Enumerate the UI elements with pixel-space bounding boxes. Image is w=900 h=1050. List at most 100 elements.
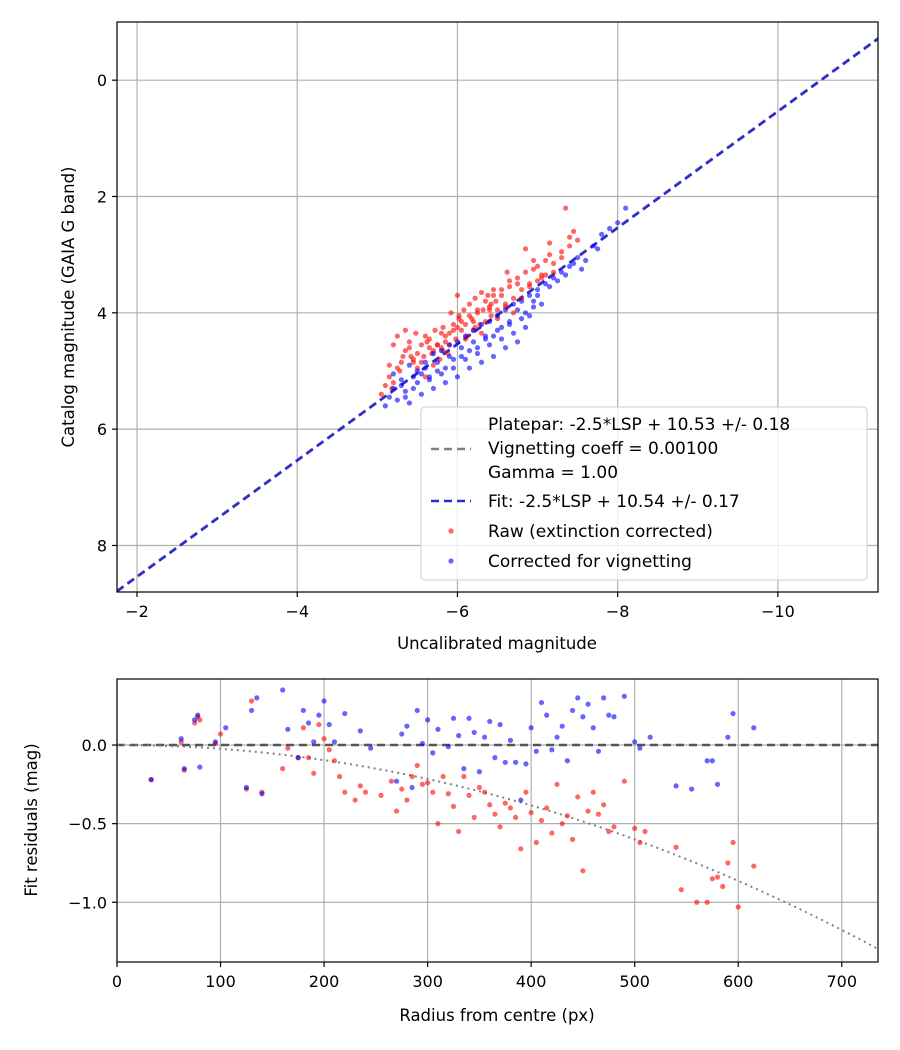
corrected-point xyxy=(456,733,462,739)
corrected-point xyxy=(709,758,715,764)
corrected-point xyxy=(438,348,445,354)
vignetting-model-curve xyxy=(117,744,879,950)
x-tick-label: −8 xyxy=(606,602,630,621)
raw-point xyxy=(632,825,638,831)
corrected-point xyxy=(621,693,627,699)
corrected-point xyxy=(406,400,412,406)
raw-point xyxy=(601,802,607,808)
raw-point xyxy=(480,307,486,313)
raw-point xyxy=(510,295,517,301)
top-chart-y-axis-label: Catalog magnitude (GAIA G band) xyxy=(59,167,78,448)
raw-point xyxy=(399,786,405,792)
raw-point xyxy=(440,324,446,330)
raw-point xyxy=(514,281,521,287)
x-tick-label: −2 xyxy=(125,602,149,621)
corrected-point xyxy=(404,723,410,729)
y-tick-label: 6 xyxy=(97,420,107,439)
corrected-point xyxy=(510,301,517,307)
corrected-point xyxy=(393,778,400,784)
raw-point xyxy=(402,348,408,354)
corrected-point xyxy=(430,385,437,392)
corrected-point xyxy=(498,336,505,342)
corrected-point xyxy=(422,365,429,371)
raw-point xyxy=(450,327,457,333)
raw-point xyxy=(434,342,441,348)
corrected-point xyxy=(575,695,581,701)
corrected-point xyxy=(410,385,416,392)
top-chart-legend: Platepar: -2.5*LSP + 10.53 +/- 0.18 Vign… xyxy=(420,406,868,581)
corrected-point xyxy=(482,336,489,342)
raw-point xyxy=(518,286,525,293)
y-tick-label: 4 xyxy=(97,304,107,323)
corrected-point xyxy=(490,333,497,339)
raw-point xyxy=(432,327,438,333)
corrected-point xyxy=(474,350,481,357)
bottom-chart-reference-lines xyxy=(117,743,879,950)
raw-point xyxy=(720,883,726,890)
corrected-point xyxy=(575,254,581,261)
raw-point xyxy=(456,828,462,835)
raw-point xyxy=(558,249,565,255)
raw-point xyxy=(735,904,741,910)
raw-point xyxy=(497,824,503,830)
raw-point xyxy=(414,762,420,769)
corrected-point xyxy=(414,368,420,374)
corrected-point xyxy=(414,380,420,386)
corrected-point xyxy=(513,759,519,765)
x-tick-label: 300 xyxy=(412,972,443,991)
corrected-point xyxy=(564,758,570,764)
corrected-point xyxy=(510,330,517,336)
corrected-point xyxy=(569,707,576,714)
raw-point xyxy=(490,286,497,293)
corrected-point xyxy=(550,275,557,281)
corrected-point xyxy=(530,298,537,304)
raw-point xyxy=(559,821,565,827)
raw-point xyxy=(642,828,648,835)
corrected-point xyxy=(178,736,184,742)
raw-point xyxy=(494,307,501,313)
corrected-point xyxy=(454,374,461,380)
raw-point xyxy=(474,307,481,313)
corrected-point xyxy=(445,744,451,750)
raw-point xyxy=(388,778,394,784)
y-tick-label: −0.5 xyxy=(68,815,107,834)
raw-point xyxy=(362,789,369,795)
y-tick-label: 2 xyxy=(97,187,107,206)
y-tick-label: 0 xyxy=(97,71,107,90)
corrected-point xyxy=(522,324,529,330)
raw-point xyxy=(751,863,757,869)
corrected-point xyxy=(526,292,533,298)
y-tick-label: −1.0 xyxy=(68,893,107,912)
corrected-point xyxy=(331,739,338,745)
corrected-point xyxy=(450,356,457,362)
corrected-point xyxy=(514,307,521,313)
raw-point xyxy=(422,374,429,380)
corrected-point xyxy=(514,339,521,345)
raw-point xyxy=(488,301,494,307)
corrected-point xyxy=(518,316,525,322)
raw-point xyxy=(305,755,312,761)
raw-point xyxy=(456,316,462,322)
corrected-point xyxy=(522,310,529,316)
raw-point xyxy=(694,899,700,905)
corrected-point xyxy=(492,755,498,761)
raw-point xyxy=(326,747,332,753)
raw-point xyxy=(704,899,710,905)
corrected-point xyxy=(566,263,573,269)
raw-point xyxy=(280,766,286,772)
corrected-point xyxy=(430,750,436,756)
corrected-point xyxy=(478,359,485,365)
corrected-point xyxy=(595,748,602,754)
corrected-point xyxy=(435,726,441,732)
raw-point xyxy=(430,362,437,368)
corrected-point xyxy=(502,759,508,765)
raw-point xyxy=(390,380,396,386)
raw-point xyxy=(461,773,467,780)
raw-point xyxy=(438,330,445,336)
corrected-point xyxy=(414,707,420,714)
corrected-point xyxy=(148,777,154,783)
raw-point xyxy=(485,292,491,298)
raw-point xyxy=(490,292,497,298)
corrected-point xyxy=(418,391,424,397)
